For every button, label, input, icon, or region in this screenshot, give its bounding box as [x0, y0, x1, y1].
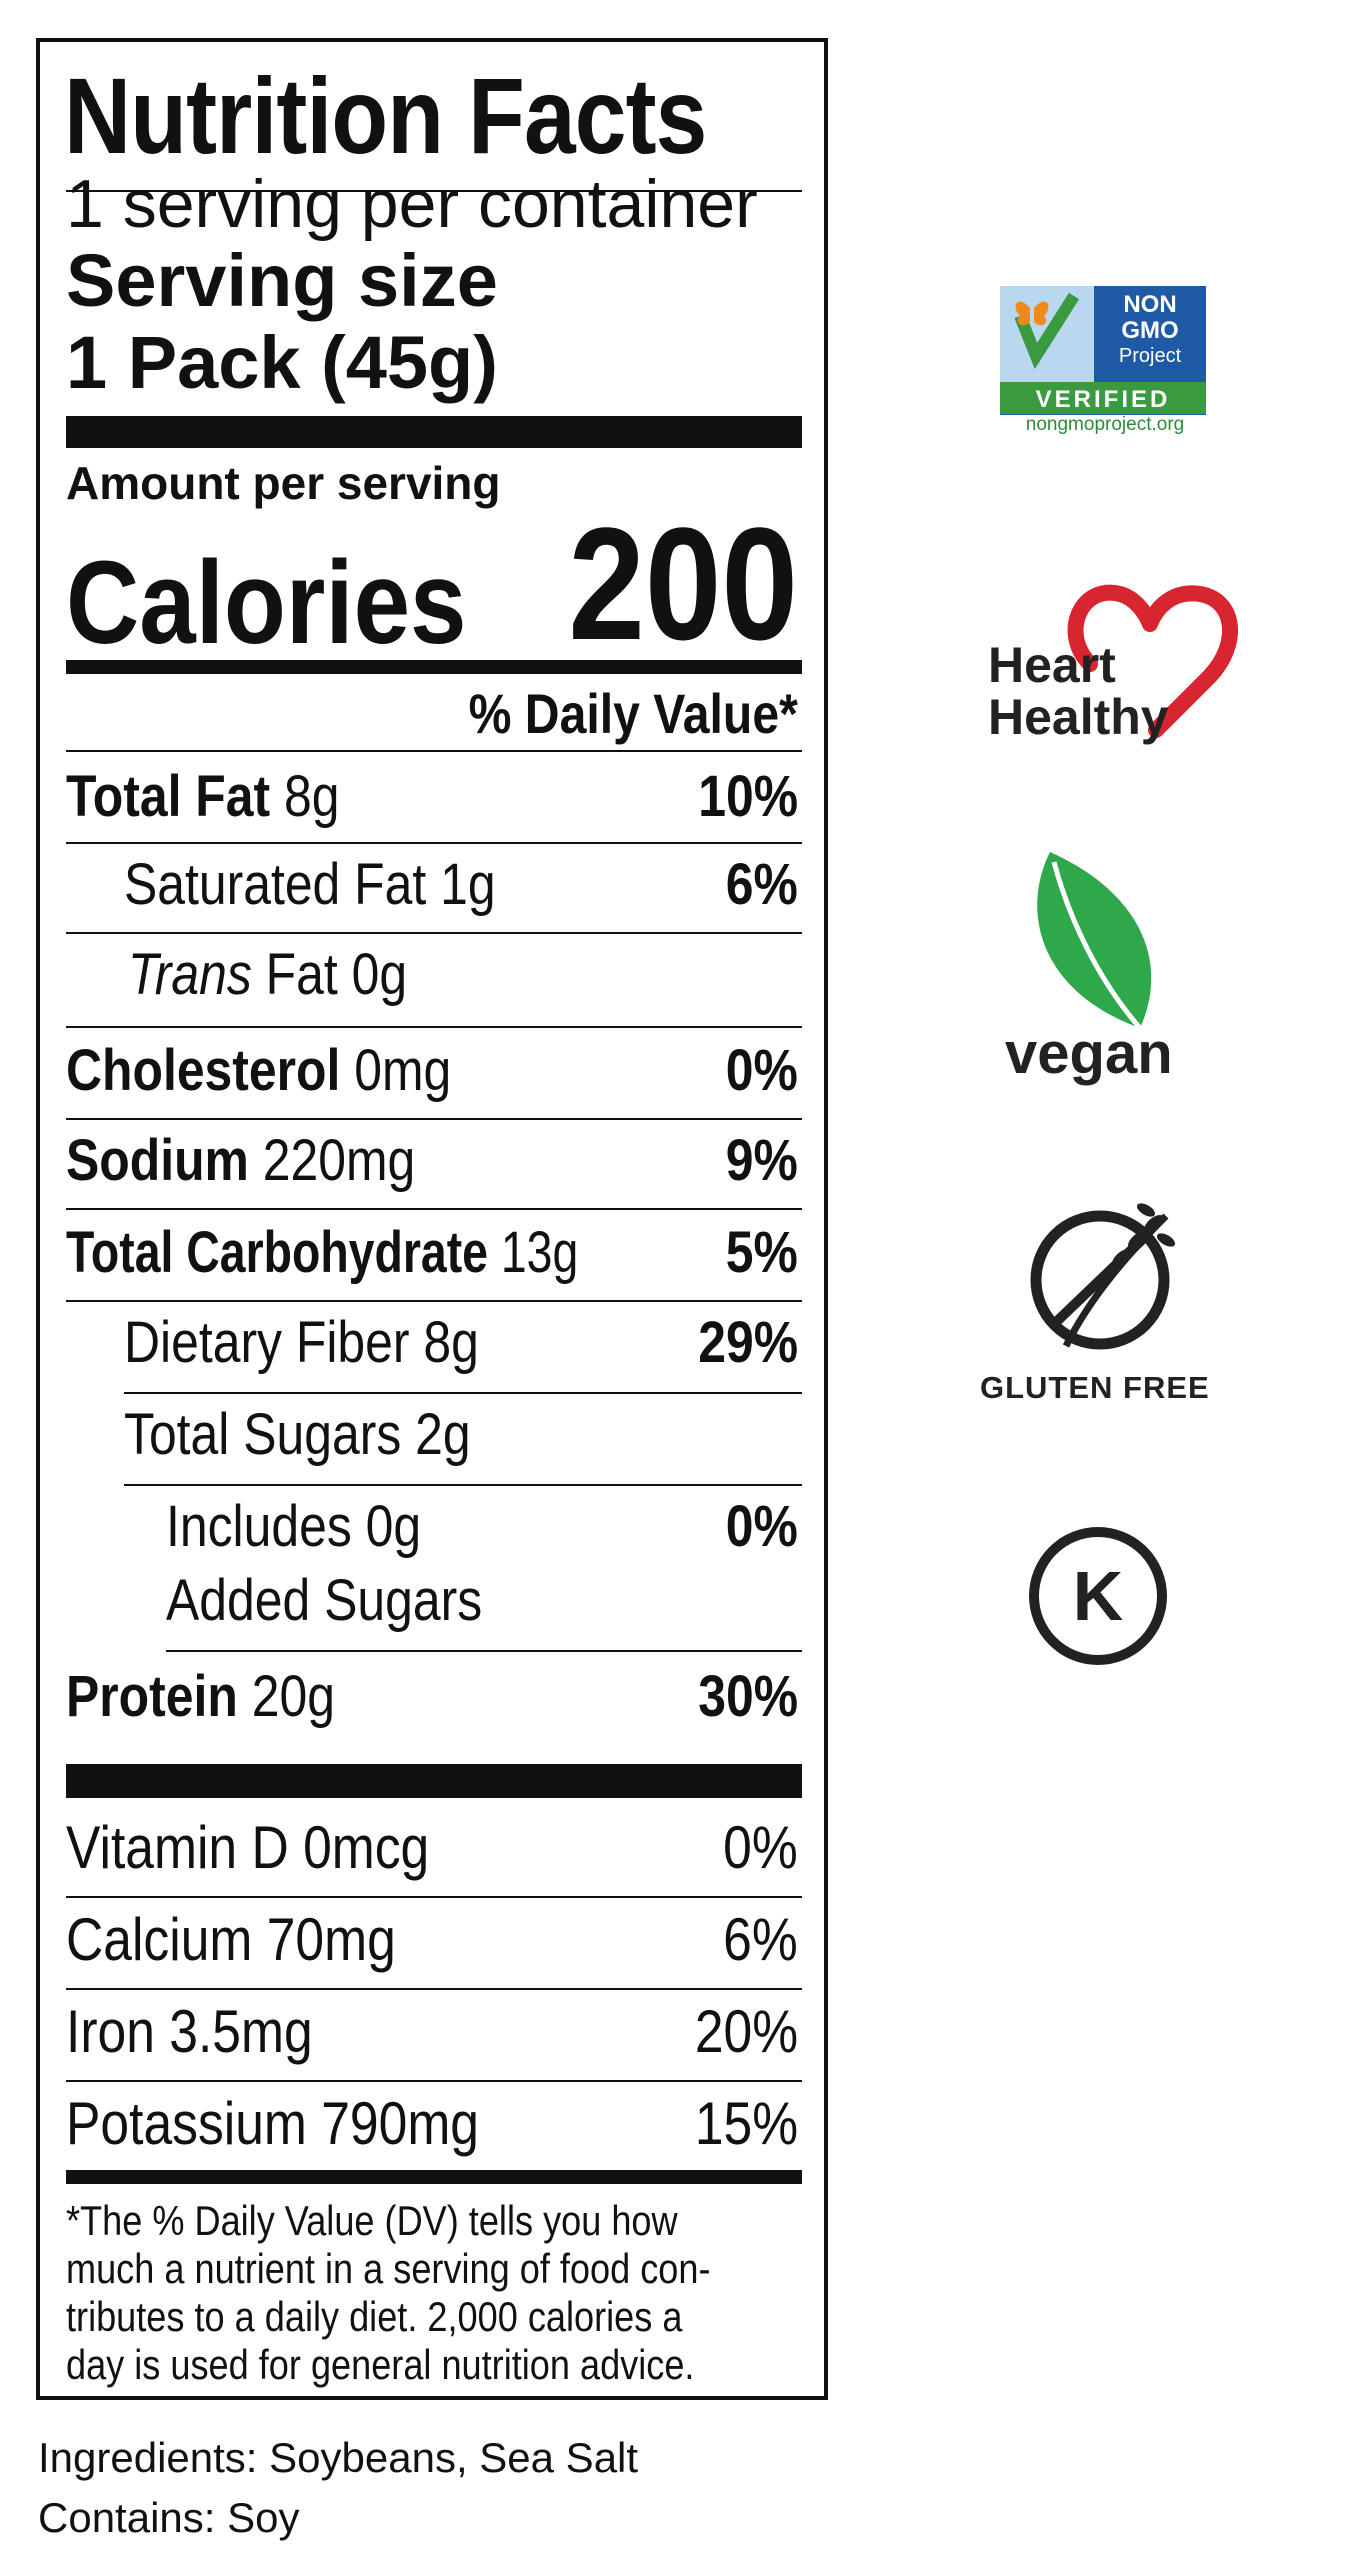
dv-vitamin-d: 0%: [723, 1814, 798, 1881]
footnote-line-4: day is used for general nutrition advice…: [66, 2341, 695, 2388]
ngmo-url: nongmoproject.org: [1025, 414, 1185, 435]
nutrient-saturated-fat: Saturated Fat 1g: [124, 852, 496, 917]
no-wheat-icon: [1030, 1203, 1176, 1350]
nutrient-total-carbohydrate: Total Carbohydrate 13g: [66, 1220, 579, 1285]
ngmo-line1: NON: [1123, 291, 1176, 318]
heart-healthy-line1: Heart: [988, 637, 1116, 693]
nutrition-facts-panel: Nutrition Facts 1 serving per container …: [36, 38, 828, 2400]
nutrient-sodium: Sodium 220mg: [66, 1128, 416, 1193]
heart-healthy-line2: Healthy: [988, 689, 1169, 745]
nutrient-total-sugars: Total Sugars 2g: [124, 1402, 471, 1467]
dv-iron: 20%: [694, 1998, 798, 2065]
nutrient-protein: Protein 20g: [66, 1664, 335, 1729]
dv-added-sugars: 0%: [725, 1494, 798, 1559]
iron: Iron 3.5mg: [66, 1998, 313, 2065]
footnote-line-3: tributes to a daily diet. 2,000 calories…: [66, 2293, 683, 2340]
label-title: Nutrition Facts: [64, 55, 707, 176]
calories-label: Calories: [66, 537, 467, 669]
gluten-free-label: GLUTEN FREE: [980, 1370, 1210, 1405]
allergen-contains: Contains: Soy: [38, 2494, 300, 2541]
nutrient-added-sugars-line1: Includes 0g: [166, 1494, 422, 1559]
amount-per-serving: Amount per serving: [66, 457, 501, 509]
dv-dietary-fiber: 29%: [698, 1310, 798, 1375]
kosher-letter: K: [1073, 1557, 1124, 1635]
dv-sodium: 9%: [725, 1128, 798, 1193]
footnote-line-2: much a nutrient in a serving of food con…: [66, 2245, 711, 2292]
calcium: Calcium 70mg: [66, 1906, 396, 1973]
nutrient-added-sugars-line2: Added Sugars: [166, 1568, 483, 1633]
vegan-label: vegan: [1005, 1021, 1173, 1086]
ngmo-line2: GMO: [1121, 317, 1178, 344]
dv-cholesterol: 0%: [725, 1038, 798, 1103]
nutrient-cholesterol: Cholesterol 0mg: [66, 1038, 452, 1103]
non-gmo-project-badge: NON GMO Project VERIFIED: [1000, 286, 1206, 415]
dv-potassium: 15%: [694, 2090, 798, 2157]
ngmo-verified: VERIFIED: [1036, 386, 1171, 413]
potassium: Potassium 790mg: [66, 2090, 480, 2157]
serving-size-label: Serving size: [66, 239, 498, 322]
nutrient-trans-fat: Trans Fat 0g: [128, 942, 408, 1007]
footnote-line-1: *The % Daily Value (DV) tells you how: [66, 2197, 678, 2244]
dv-total-fat: 10%: [698, 764, 798, 829]
kosher-icon: K: [1029, 1527, 1167, 1665]
serving-size-value: 1 Pack (45g): [66, 321, 498, 404]
daily-value-header: % Daily Value*: [468, 682, 798, 745]
vitamin-d: Vitamin D 0mcg: [66, 1814, 430, 1881]
dv-saturated-fat: 6%: [725, 852, 798, 917]
calories-value: 200: [568, 494, 798, 673]
dv-calcium: 6%: [723, 1906, 798, 1973]
dv-total-carbohydrate: 5%: [725, 1220, 798, 1285]
ingredients: Ingredients: Soybeans, Sea Salt: [38, 2434, 639, 2481]
dv-protein: 30%: [698, 1664, 798, 1729]
nutrient-dietary-fiber: Dietary Fiber 8g: [124, 1310, 479, 1375]
leaf-icon: [1037, 852, 1152, 1030]
servings-per-container: 1 serving per container: [66, 166, 758, 242]
ngmo-line3: Project: [1119, 345, 1182, 367]
nutrient-total-fat: Total Fat 8g: [66, 764, 340, 829]
heart-icon: [1067, 584, 1238, 738]
